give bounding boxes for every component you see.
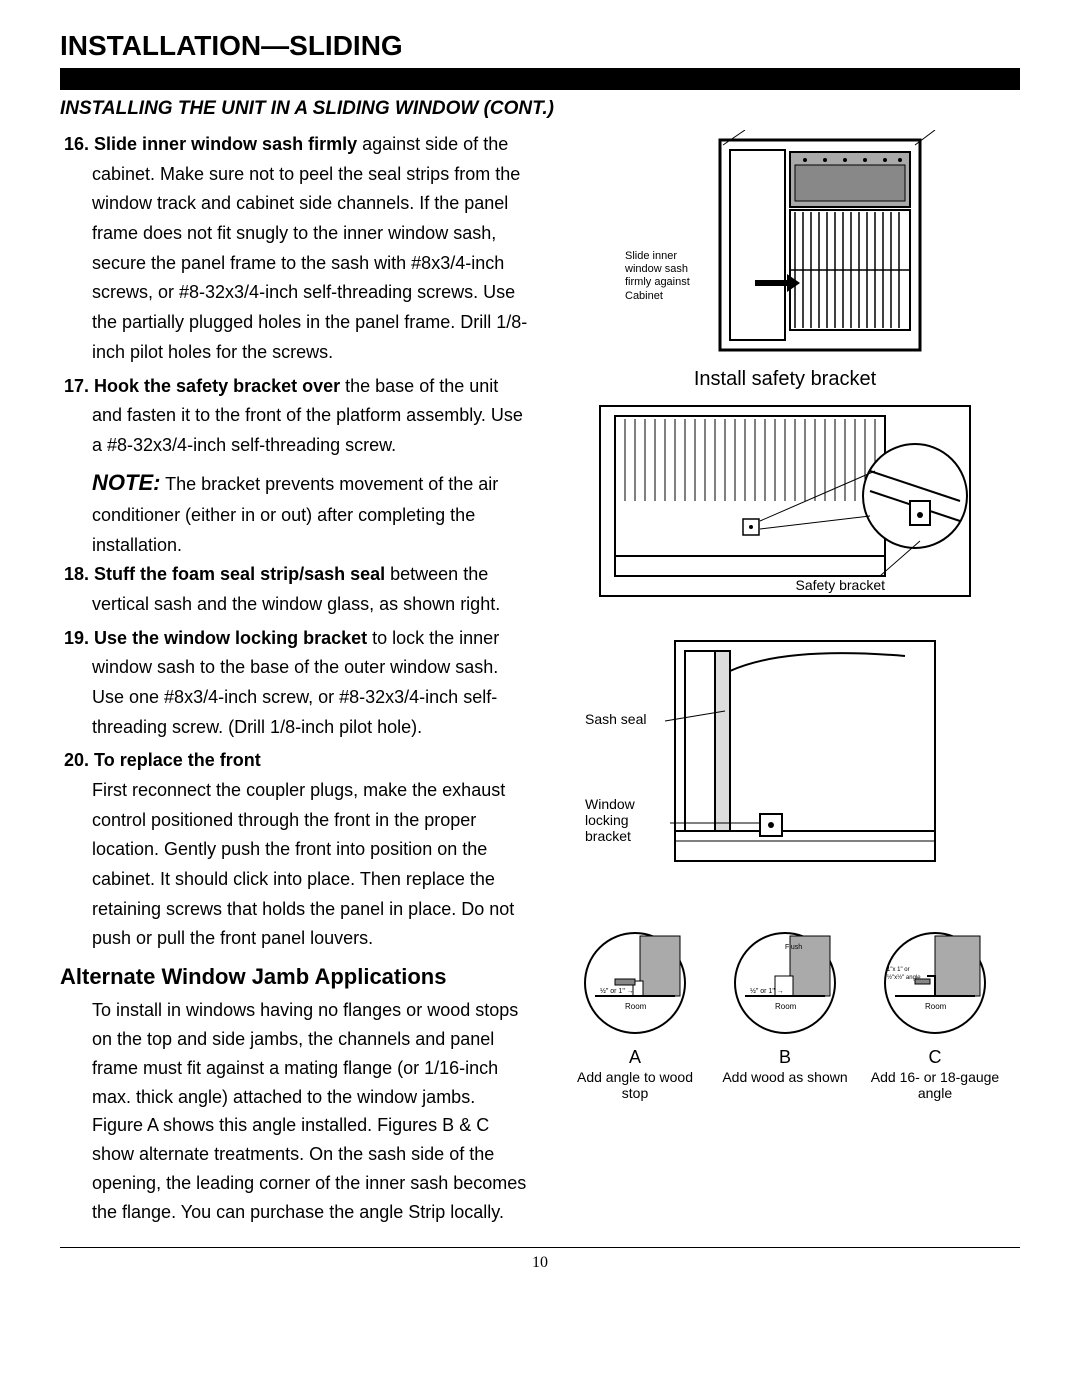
step-17: 17. Hook the safety bracket over the bas… bbox=[60, 372, 530, 461]
fig3-label-locking-bracket: Window locking bracket bbox=[585, 796, 665, 844]
room-label: Room bbox=[775, 1002, 797, 1011]
step-18: 18. Stuff the foam seal strip/sash seal … bbox=[60, 560, 530, 619]
option-caption: Add wood as shown bbox=[715, 1069, 855, 1086]
step-number: 18. bbox=[64, 564, 89, 584]
step-lead: To replace the front bbox=[94, 750, 261, 770]
alternate-section-body: To install in windows having no flanges … bbox=[60, 996, 530, 1226]
option-c: 1"x 1" or ½"x½" angle Room C Add 16- or … bbox=[865, 931, 1005, 1102]
option-a: ½" or 1" → Room A Add angle to wood stop bbox=[565, 931, 705, 1102]
figure-column: Slide inner window sash firmly against C… bbox=[550, 130, 1020, 1227]
option-caption: Add angle to wood stop bbox=[565, 1069, 705, 1103]
fig3-label-sash-seal: Sash seal bbox=[585, 711, 646, 727]
step-20: 20. To replace the front First reconnect… bbox=[60, 746, 530, 954]
flush-label: Flush bbox=[785, 944, 802, 951]
step-body: against side of the cabinet. Make sure n… bbox=[92, 134, 527, 362]
fig2-caption: Install safety bracket bbox=[694, 368, 876, 391]
tiny-label2: ½"x½" angle bbox=[887, 974, 921, 981]
step-16: 16. Slide inner window sash firmly again… bbox=[60, 130, 530, 368]
step-lead: Use the window locking bracket bbox=[94, 628, 367, 648]
note-block: NOTE: The bracket prevents movement of t… bbox=[60, 465, 530, 561]
option-caption: Add 16- or 18-gauge angle bbox=[865, 1069, 1005, 1103]
step-number: 19. bbox=[64, 628, 89, 648]
text-column: 16. Slide inner window sash firmly again… bbox=[60, 130, 530, 1227]
room-label: Room bbox=[925, 1002, 947, 1011]
room-label: Room bbox=[625, 1002, 647, 1011]
step-19: 19. Use the window locking bracket to lo… bbox=[60, 624, 530, 743]
step-number: 17. bbox=[64, 376, 89, 396]
option-letter: B bbox=[715, 1047, 855, 1069]
page-number: 10 bbox=[532, 1254, 548, 1271]
step-lead: Hook the safety bracket over bbox=[94, 376, 340, 396]
option-b: Flush ½" or 1" → Room B Add wood as show… bbox=[715, 931, 855, 1102]
option-letter: C bbox=[865, 1047, 1005, 1069]
page-subtitle: INSTALLING THE UNIT IN A SLIDING WINDOW … bbox=[60, 98, 1020, 120]
step-body: First reconnect the coupler plugs, make … bbox=[92, 780, 514, 948]
header-divider-bar bbox=[60, 68, 1020, 90]
fig2-label: Safety bracket bbox=[796, 577, 886, 593]
step-lead: Slide inner window sash firmly bbox=[94, 134, 357, 154]
alternate-section-title: Alternate Window Jamb Applications bbox=[60, 964, 530, 990]
page-footer: 10 bbox=[60, 1247, 1020, 1272]
page-header-title: INSTALLATION—SLIDING bbox=[60, 30, 1020, 62]
note-label: NOTE: bbox=[92, 470, 160, 495]
option-letter: A bbox=[565, 1047, 705, 1069]
tiny-label: ½" or 1" → bbox=[750, 987, 784, 995]
jamb-options: ½" or 1" → Room A Add angle to wood stop… bbox=[565, 931, 1005, 1102]
step-number: 16. bbox=[64, 134, 89, 154]
tiny-label: ½" or 1" → bbox=[600, 987, 634, 995]
step-number: 20. bbox=[64, 750, 89, 770]
figure-slide-sash: Slide inner window sash firmly against C… bbox=[615, 130, 955, 360]
figure-sash-seal: Sash seal Window locking bracket bbox=[585, 631, 985, 881]
step-lead: Stuff the foam seal strip/sash seal bbox=[94, 564, 385, 584]
fig1-label: Slide inner window sash firmly against C… bbox=[625, 250, 715, 303]
tiny-label: 1"x 1" or bbox=[887, 967, 910, 973]
figure-safety-bracket: Safety bracket bbox=[595, 401, 975, 601]
